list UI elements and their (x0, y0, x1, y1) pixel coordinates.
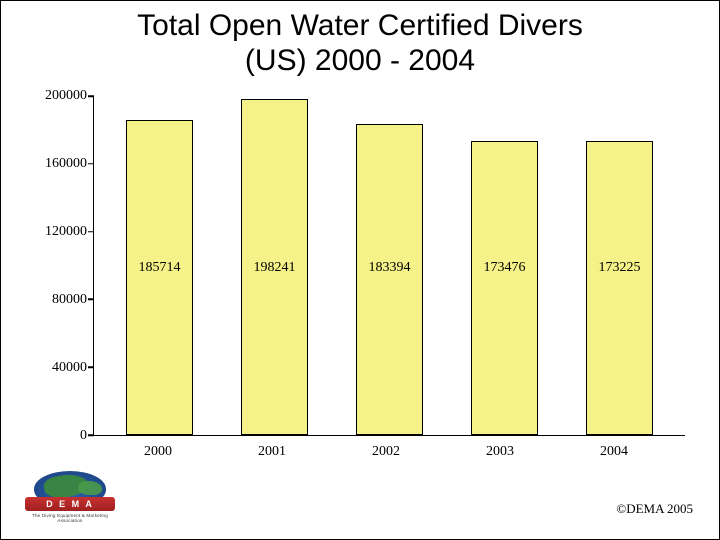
bar-value-label: 198241 (242, 260, 307, 276)
logo-tagline: The Diving Equipment & Marketing Associa… (25, 513, 115, 523)
x-tick-label: 2004 (557, 436, 671, 460)
bar-slot: 198241 (217, 96, 332, 435)
plot-area: 185714 198241 183394 173476 173225 (93, 96, 685, 436)
bar: 185714 (126, 120, 193, 435)
y-tick-mark (88, 163, 94, 165)
dema-logo: D E M A The Diving Equipment & Marketing… (25, 471, 115, 523)
title-line-2: (US) 2000 - 2004 (245, 44, 475, 77)
slide: Total Open Water Certified Divers (US) 2… (0, 0, 720, 540)
y-tick-label: 0 (80, 428, 87, 444)
x-axis-labels: 20002001200220032004 (93, 436, 679, 460)
x-tick-label: 2003 (443, 436, 557, 460)
page-title: Total Open Water Certified Divers (US) 2… (19, 9, 701, 78)
bar-slot: 173225 (562, 96, 677, 435)
y-tick-mark (88, 95, 94, 97)
y-tick-label: 200000 (45, 88, 87, 104)
y-tick-label: 160000 (45, 156, 87, 172)
copyright: ©DEMA 2005 (616, 501, 693, 517)
bar: 198241 (241, 99, 308, 435)
bar: 183394 (356, 124, 423, 435)
title-line-1: Total Open Water Certified Divers (137, 9, 583, 42)
bar-slot: 185714 (102, 96, 217, 435)
bar-slot: 183394 (332, 96, 447, 435)
x-tick-label: 2002 (329, 436, 443, 460)
bars-container: 185714 198241 183394 173476 173225 (94, 96, 685, 435)
x-tick-label: 2000 (101, 436, 215, 460)
y-tick-mark (88, 434, 94, 436)
y-tick-label: 40000 (52, 360, 87, 376)
y-tick-mark (88, 366, 94, 368)
bar-value-label: 173476 (472, 260, 537, 276)
bar: 173476 (471, 141, 538, 435)
bar-chart: 04000080000120000160000200000 1857141982… (25, 96, 685, 436)
y-tick-label: 80000 (52, 292, 87, 308)
y-axis: 04000080000120000160000200000 (25, 96, 93, 436)
x-tick-label: 2001 (215, 436, 329, 460)
bar-slot: 173476 (447, 96, 562, 435)
y-tick-mark (88, 231, 94, 233)
bar-value-label: 183394 (357, 260, 422, 276)
bar: 173225 (586, 141, 653, 435)
y-tick-mark (88, 299, 94, 301)
y-tick-label: 120000 (45, 224, 87, 240)
logo-banner: D E M A (25, 497, 115, 511)
bar-value-label: 173225 (587, 260, 652, 276)
bar-value-label: 185714 (127, 260, 192, 276)
